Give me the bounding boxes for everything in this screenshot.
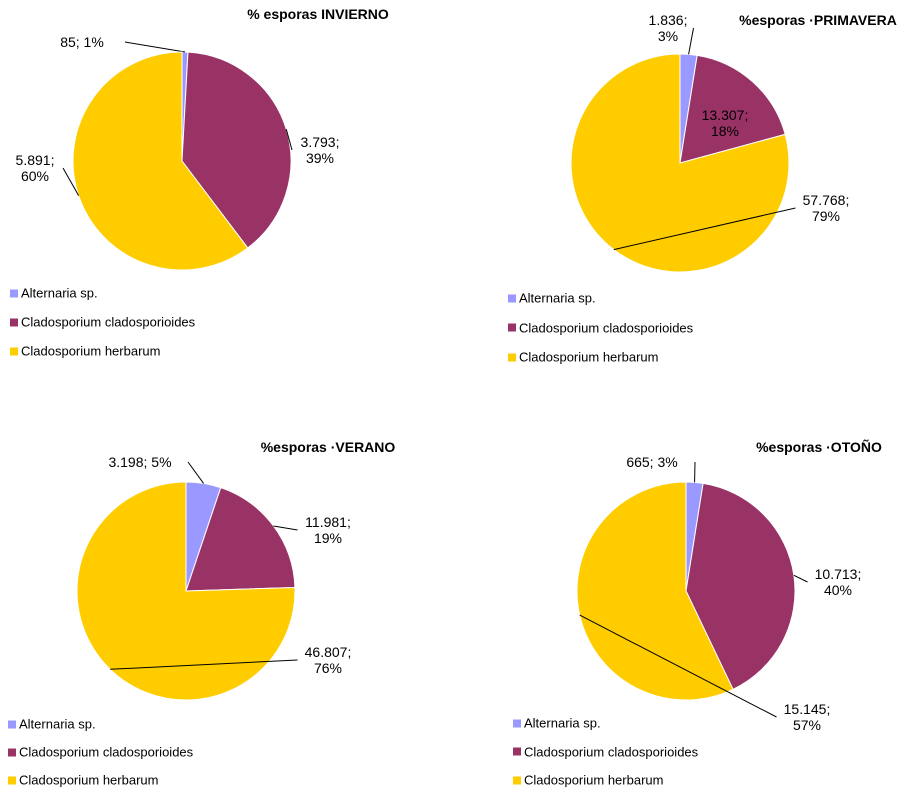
data-label: 11.981; 19% — [305, 514, 351, 546]
leader-line — [579, 614, 777, 718]
data-label: 46.807; 76% — [304, 644, 352, 676]
legend-label: Cladosporium herbarum — [524, 772, 664, 788]
data-label: 13.307; 18% — [701, 107, 749, 139]
legend-entry: Alternaria sp. — [10, 286, 98, 301]
legend-entry: Cladosporium herbarum — [513, 773, 663, 788]
legend-label: Alternaria sp. — [524, 715, 601, 731]
legend-swatch — [508, 323, 516, 332]
legend-entry: Cladosporium herbarum — [508, 350, 658, 365]
data-label: 5.891; 60% — [15, 152, 55, 184]
data-label: 85; 1% — [60, 34, 104, 50]
legend-label: Alternaria sp. — [19, 716, 96, 732]
legend-entry: Cladosporium cladosporioides — [513, 744, 698, 759]
legend-label: Cladosporium cladosporioides — [524, 744, 699, 759]
legend-label: Cladosporium herbarum — [21, 343, 161, 359]
legend-swatch — [10, 347, 18, 355]
legend-entry: Cladosporium cladosporioides — [8, 745, 193, 760]
legend-swatch — [8, 748, 16, 756]
legend-swatch — [513, 747, 521, 756]
legend-label: Alternaria sp. — [21, 285, 98, 301]
data-label: 665; 3% — [626, 454, 678, 470]
legend-entry: Alternaria sp. — [508, 291, 596, 306]
leader-line — [793, 574, 808, 583]
data-label: 3.793; 39% — [300, 134, 340, 166]
legend-swatch — [10, 289, 18, 297]
leader-line — [688, 27, 694, 55]
legend-entry: Cladosporium cladosporioides — [10, 315, 195, 330]
legend-swatch — [513, 719, 521, 727]
pie-slice — [72, 51, 249, 271]
data-label: 57.768; 79% — [802, 192, 850, 224]
leader-line — [187, 461, 204, 484]
legend-label: Cladosporium herbarum — [19, 772, 159, 788]
leader-line — [124, 41, 186, 53]
pie-slice — [679, 54, 786, 164]
chart-title: % esporas INVIERNO — [247, 6, 389, 22]
legend-swatch — [10, 318, 18, 326]
legend-label: Alternaria sp. — [519, 290, 596, 306]
legend-entry: Alternaria sp. — [8, 717, 96, 732]
legend-label: Cladosporium cladosporioides — [19, 744, 194, 760]
data-label: 3.198; 5% — [108, 454, 172, 470]
legend-swatch — [508, 294, 516, 302]
leader-line — [62, 167, 80, 196]
leader-line — [110, 659, 298, 670]
leader-line — [285, 129, 293, 151]
pie-slice — [685, 482, 796, 690]
legend-label: Cladosporium herbarum — [519, 349, 659, 365]
leader-line — [273, 525, 298, 531]
legend-label: Cladosporium cladosporioides — [21, 314, 196, 330]
leader-line — [613, 207, 796, 251]
data-label: 10.713; 40% — [814, 566, 862, 598]
legend-entry: Cladosporium cladosporioides — [508, 320, 693, 335]
chart-title: %esporas ·PRIMAVERA — [739, 12, 897, 28]
legend-label: Cladosporium cladosporioides — [519, 320, 694, 335]
legend-entry: Cladosporium herbarum — [8, 773, 158, 788]
chart-title: %esporas ·VERANO — [260, 439, 396, 455]
legend-entry: Cladosporium herbarum — [10, 344, 160, 359]
chart-title: %esporas ·OTOÑO — [756, 439, 882, 455]
data-label: 15.145; 57% — [783, 701, 831, 733]
legend-swatch — [513, 776, 521, 784]
legend-swatch — [8, 720, 16, 728]
legend-swatch — [508, 353, 516, 361]
data-label: 1.836; 3% — [648, 12, 688, 44]
legend-entry: Alternaria sp. — [513, 716, 601, 731]
legend-swatch — [8, 776, 16, 784]
